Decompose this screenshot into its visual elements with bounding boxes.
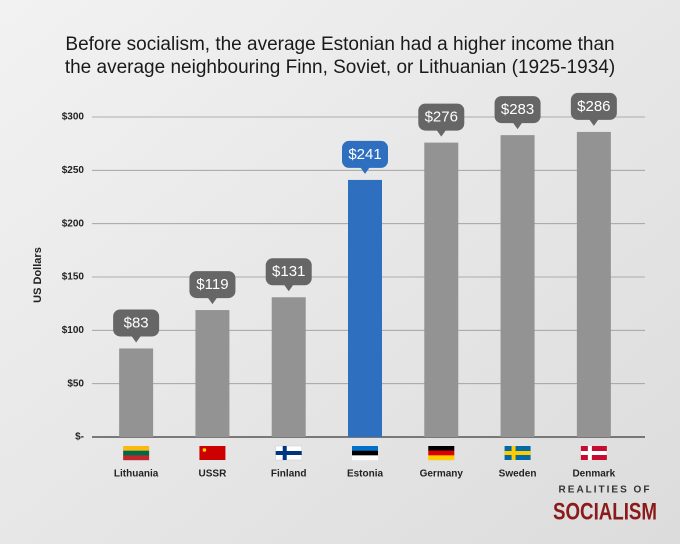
flag-stripe (123, 446, 150, 451)
flag (199, 446, 226, 460)
y-tick-label: $100 (62, 325, 85, 336)
value-label: $119 (196, 276, 228, 293)
label-bubble (588, 118, 599, 126)
y-tick-label: $50 (67, 378, 84, 389)
flag (504, 446, 531, 460)
x-tick-label: Lithuania (114, 469, 159, 480)
flag-stripe (123, 450, 150, 456)
logo-line2: SOCIALISM (553, 498, 657, 525)
label-bubble (342, 140, 388, 168)
flag (275, 445, 302, 461)
flag-stripe (428, 446, 455, 451)
flag-stripe (352, 455, 378, 461)
flag (123, 446, 150, 461)
chart-title: the average neighbouring Finn, Soviet, o… (65, 57, 615, 78)
label-bubble (265, 258, 312, 286)
value-label: $241 (348, 146, 381, 163)
x-tick-label: Sweden (499, 469, 537, 480)
value-label: $286 (577, 98, 610, 115)
flag-cross (504, 451, 531, 455)
label-bubble (436, 129, 447, 137)
label-bubble (512, 122, 523, 130)
flag-stripe (352, 446, 378, 451)
bar (576, 131, 611, 437)
flag-stripe (428, 455, 455, 461)
bar (119, 348, 154, 437)
x-tick-label: Estonia (347, 469, 384, 480)
chart-title: Before socialism, the average Estonian h… (65, 34, 614, 55)
flag-stripe (352, 450, 378, 456)
flag-cross (580, 451, 607, 455)
y-axis-label: US Dollars (32, 247, 44, 303)
x-tick-label: Finland (271, 469, 307, 480)
value-label: $283 (501, 101, 534, 118)
x-tick-label: Germany (420, 469, 464, 480)
bar (195, 310, 230, 437)
flag-field (199, 446, 226, 460)
flag (352, 446, 378, 461)
flag (580, 446, 607, 460)
label-bubble (131, 335, 142, 343)
flag-cross (275, 451, 302, 455)
flag (428, 446, 455, 461)
y-tick-label: $150 (62, 272, 85, 283)
label-bubble (570, 92, 617, 120)
label-bubble (494, 96, 541, 124)
y-tick-label: $200 (62, 218, 85, 229)
label-bubble (360, 166, 370, 174)
bar (500, 135, 535, 437)
label-bubble (207, 297, 218, 305)
label-bubble (283, 284, 294, 292)
x-tick-label: Denmark (572, 469, 615, 480)
bar (348, 179, 382, 437)
x-tick-label: USSR (199, 469, 228, 480)
label-bubble (113, 309, 160, 337)
y-tick-label: $250 (62, 165, 85, 176)
flag-stripe (428, 450, 455, 456)
logo-line1: REALITIES OF (559, 485, 652, 496)
bar (424, 142, 459, 437)
label-bubble (189, 271, 236, 299)
bar (271, 297, 306, 437)
value-label: $131 (272, 263, 305, 280)
label-bubble (418, 103, 465, 131)
y-tick-label: $- (75, 432, 84, 443)
flag-emblem (202, 448, 207, 452)
y-tick-label: $300 (62, 112, 85, 123)
value-label: $276 (425, 109, 458, 126)
flag-stripe (123, 455, 150, 461)
value-label: $83 (124, 314, 149, 331)
